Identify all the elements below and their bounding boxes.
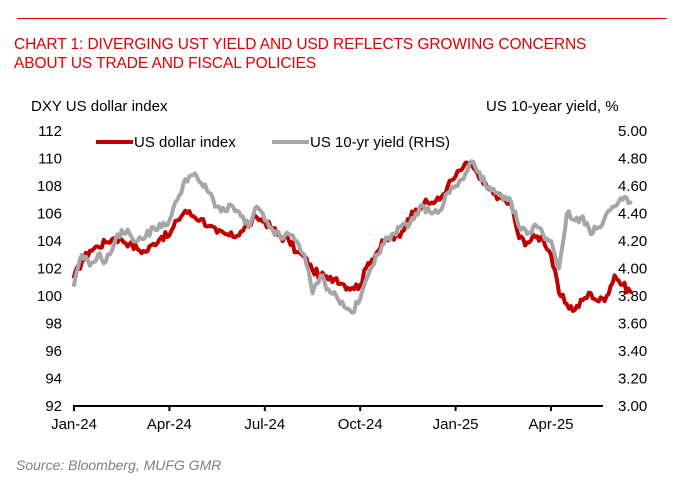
right-tick-label: 3.40 bbox=[618, 343, 647, 360]
chart-title-line-1: CHART 1: DIVERGING UST YIELD AND USD REF… bbox=[14, 36, 587, 53]
left-tick-label: 104 bbox=[37, 233, 62, 250]
left-tick-label: 108 bbox=[37, 178, 62, 195]
left-tick-label: 110 bbox=[38, 151, 62, 168]
right-tick-label: 3.00 bbox=[618, 398, 647, 415]
left-axis-ticks: 112 110 108 106 104 102 100 98 96 94 92 bbox=[37, 123, 62, 415]
right-axis-title: US 10-year yield, % bbox=[486, 98, 619, 115]
chart-title-line-2: ABOUT US TRADE AND FISCAL POLICIES bbox=[14, 55, 317, 72]
left-axis-title: DXY US dollar index bbox=[31, 98, 168, 115]
right-tick-label: 5.00 bbox=[618, 123, 647, 140]
right-tick-label: 4.80 bbox=[618, 151, 647, 168]
x-tick-label: Jul-24 bbox=[244, 416, 285, 433]
x-tick-label: Apr-24 bbox=[147, 416, 192, 433]
series-layer bbox=[72, 159, 633, 315]
right-tick-label: 3.80 bbox=[618, 288, 647, 305]
left-tick-label: 102 bbox=[37, 261, 62, 278]
x-tick-label: Jan-24 bbox=[51, 416, 97, 433]
legend-label-yield: US 10-yr yield (RHS) bbox=[310, 134, 450, 151]
left-tick-label: 98 bbox=[45, 316, 62, 333]
left-tick-label: 112 bbox=[38, 123, 62, 140]
x-tick-label: Apr-25 bbox=[528, 416, 573, 433]
left-tick-label: 106 bbox=[37, 206, 62, 223]
left-tick-label: 96 bbox=[45, 343, 62, 360]
x-tick-label: Oct-24 bbox=[338, 416, 383, 433]
right-tick-label: 4.00 bbox=[618, 261, 647, 278]
left-tick-label: 100 bbox=[37, 288, 62, 305]
series-line-us10y bbox=[72, 159, 633, 315]
right-tick-label: 4.60 bbox=[618, 178, 647, 195]
right-tick-label: 3.60 bbox=[618, 316, 647, 333]
x-axis-ticks: Jan-24 Apr-24 Jul-24 Oct-24 Jan-25 Apr-25 bbox=[51, 406, 574, 433]
x-tick-label: Jan-25 bbox=[433, 416, 479, 433]
right-tick-label: 4.20 bbox=[618, 233, 647, 250]
left-tick-label: 92 bbox=[45, 398, 62, 415]
source-note: Source: Bloomberg, MUFG GMR bbox=[16, 457, 222, 473]
right-axis-ticks: 5.00 4.80 4.60 4.40 4.20 4.00 3.80 3.60 3.40 3.20… bbox=[618, 123, 647, 415]
left-tick-label: 94 bbox=[45, 371, 62, 388]
chart-title: CHART 1: DIVERGING UST YIELD AND USD REF… bbox=[14, 35, 684, 73]
right-tick-label: 3.20 bbox=[618, 371, 647, 388]
right-tick-label: 4.40 bbox=[618, 206, 647, 223]
legend: US dollar index US 10-yr yield (RHS) bbox=[96, 134, 450, 151]
legend-label-dxy: US dollar index bbox=[134, 134, 236, 151]
series-line-dxy bbox=[72, 160, 633, 313]
top-rule bbox=[17, 18, 667, 19]
